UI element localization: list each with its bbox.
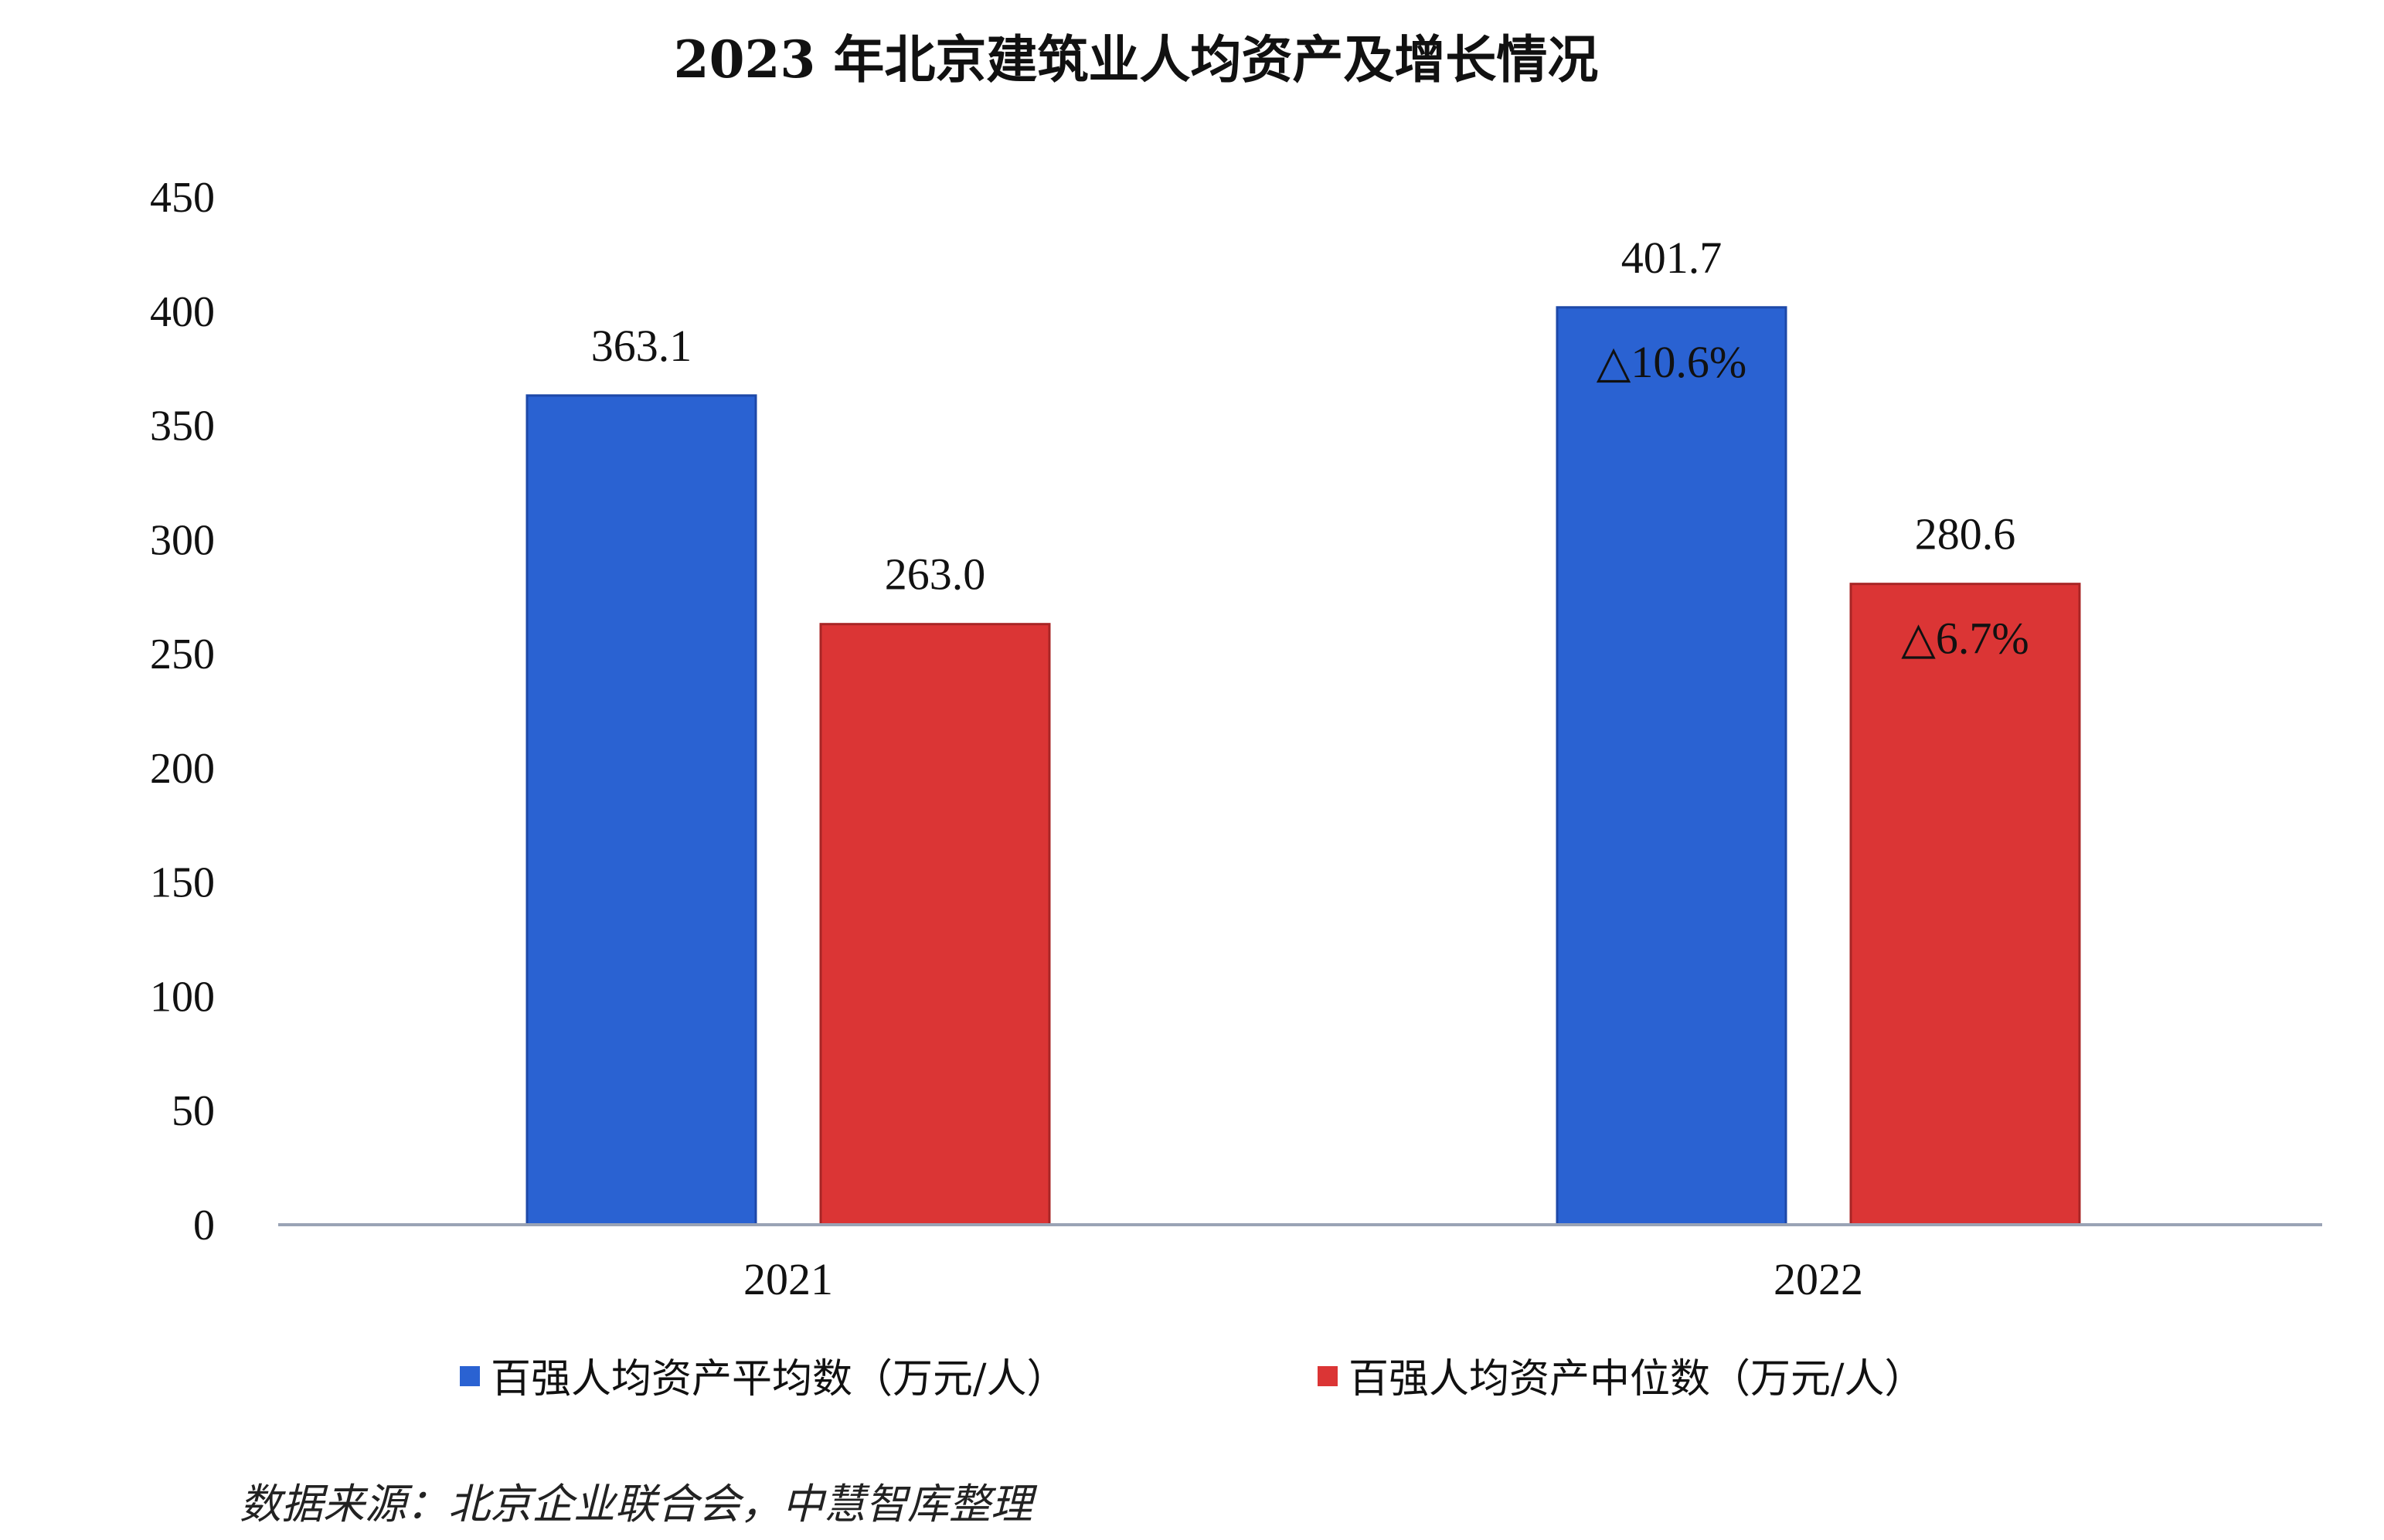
chart-title: 2023 年北京建筑业人均资产及增长情况: [674, 29, 1599, 90]
y-tick-label: 100: [150, 973, 215, 1021]
y-tick-label: 450: [150, 174, 215, 222]
y-tick-label: 0: [193, 1202, 215, 1249]
source-note: 数据来源：北京企业联合会，中慧智库整理: [240, 1480, 1038, 1528]
bar-average-2022: [1556, 306, 1787, 1226]
value-labels: 363.1 263.0 401.7 280.6: [591, 233, 2016, 600]
data-label: 263.0: [885, 549, 986, 600]
bar-median-2021: [819, 623, 1051, 1226]
data-label: 363.1: [591, 321, 692, 371]
x-tick-label: 2022: [1774, 1254, 1863, 1304]
legend-swatch-average: [460, 1366, 480, 1386]
y-tick-label: 200: [150, 745, 215, 793]
data-label: 280.6: [1915, 509, 2016, 559]
y-tick-label: 400: [150, 288, 215, 336]
y-tick-label: 250: [150, 631, 215, 678]
y-axis: 0 50 100 150 200 250 300 350 400 450: [150, 174, 215, 1249]
legend: 百强人均资产平均数（万元/人） 百强人均资产中位数（万元/人）: [460, 1356, 1925, 1402]
growth-labels: △10.6% △6.7%: [1597, 337, 2029, 664]
y-tick-label: 350: [150, 403, 215, 450]
legend-swatch-median: [1318, 1366, 1338, 1386]
legend-label-average: 百强人均资产平均数（万元/人）: [491, 1356, 1067, 1402]
y-tick-label: 50: [172, 1087, 215, 1135]
y-tick-label: 150: [150, 859, 215, 907]
y-tick-label: 300: [150, 516, 215, 564]
bar-median-2022: [1849, 583, 2081, 1226]
bars: [525, 306, 2081, 1226]
bar-average-2021: [525, 394, 757, 1226]
growth-label: △10.6%: [1597, 337, 1746, 387]
data-label: 401.7: [1621, 233, 1723, 283]
growth-label: △6.7%: [1901, 614, 2029, 664]
x-axis: 2021 2022: [743, 1254, 1863, 1304]
legend-label-median: 百强人均资产中位数（万元/人）: [1348, 1356, 1925, 1402]
x-tick-label: 2021: [743, 1254, 833, 1304]
